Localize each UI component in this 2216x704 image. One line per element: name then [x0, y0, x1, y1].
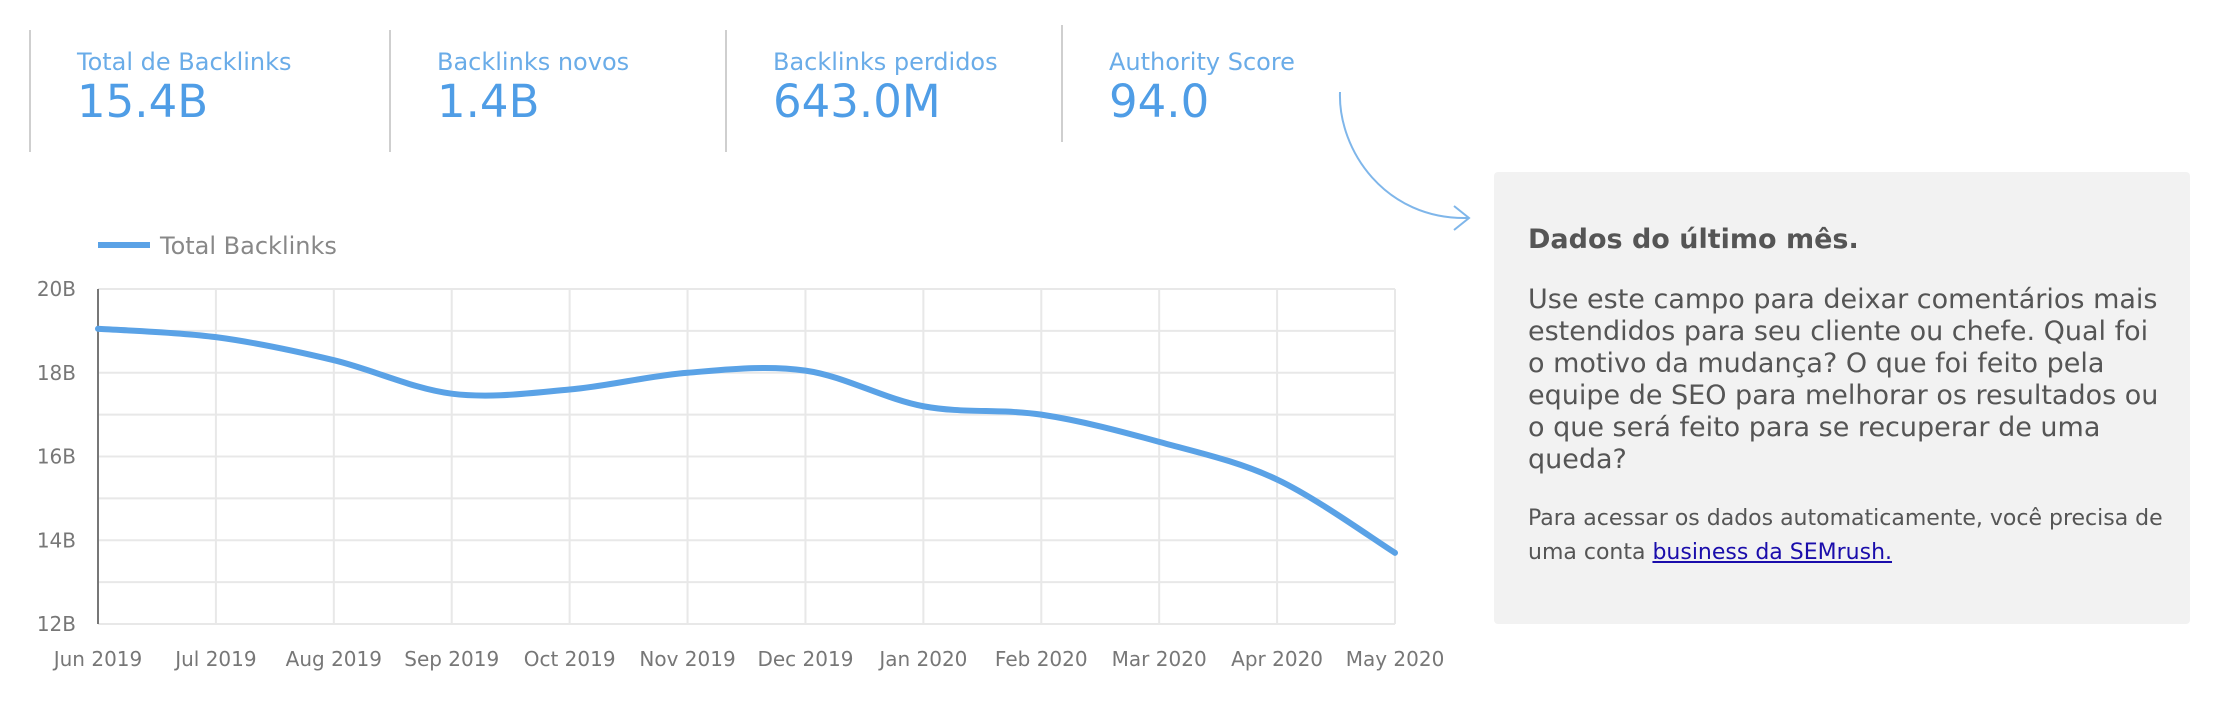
kpi-label: Backlinks novos [437, 48, 630, 76]
kpi-new-backlinks: Backlinks novos 1.4B [389, 30, 725, 152]
series-line-total-backlinks [95, 325, 1398, 556]
chart-series [95, 325, 1398, 556]
x-tick-label: Jun 2019 [52, 647, 143, 671]
note-footer: Para acessar os dados automaticamente, v… [1528, 502, 2166, 570]
kpi-value: 15.4B [77, 75, 209, 128]
kpi-value: 643.0M [773, 75, 941, 128]
chart-axes: 12B 14B 16B 18B 20B Jun 2019 Jul 2019 Aug 2019 S… [37, 277, 1444, 671]
x-tick-label: Oct 2019 [524, 647, 616, 671]
note-title: Dados do último mês. [1528, 224, 1859, 255]
y-tick-label: 18B [37, 361, 76, 385]
kpi-label: Backlinks perdidos [773, 48, 998, 76]
x-tick-label: Mar 2020 [1112, 647, 1207, 671]
y-tick-label: 12B [37, 612, 76, 636]
x-tick-label: Dec 2019 [757, 647, 853, 671]
legend-label: Total Backlinks [159, 232, 337, 260]
x-tick-label: May 2020 [1346, 647, 1445, 671]
x-tick-label: Nov 2019 [639, 647, 735, 671]
kpi-lost-backlinks: Backlinks perdidos 643.0M [725, 30, 1061, 152]
semrush-business-link[interactable]: business da SEMrush. [1652, 540, 1893, 565]
x-tick-label: Apr 2020 [1231, 647, 1323, 671]
backlinks-line-chart: 12B 14B 16B 18B 20B Jun 2019 Jul 2019 Aug 2019 S… [37, 232, 1444, 671]
chart-grid [97, 288, 1396, 625]
kpi-label: Total de Backlinks [77, 48, 292, 76]
comment-panel: Dados do último mês. Use este campo para… [1494, 172, 2190, 624]
kpi-value: 1.4B [437, 75, 540, 128]
x-tick-label: Aug 2019 [286, 647, 382, 671]
x-tick-label: Sep 2019 [404, 647, 499, 671]
kpi-total-backlinks: Total de Backlinks 15.4B [29, 30, 389, 152]
note-body: Use este campo para deixar comentários m… [1528, 284, 2159, 475]
y-tick-label: 16B [37, 445, 76, 469]
note-footer-text: Para acessar os dados automaticamente, v… [1528, 506, 2163, 565]
x-tick-label: Jan 2020 [877, 647, 967, 671]
kpi-label: Authority Score [1109, 48, 1295, 76]
x-tick-label: Jul 2019 [173, 647, 256, 671]
x-tick-label: Feb 2020 [995, 647, 1088, 671]
y-tick-label: 20B [37, 277, 76, 301]
chart-legend: Total Backlinks [98, 232, 337, 260]
kpi-authority-score: Authority Score 94.0 [1061, 25, 1361, 142]
kpi-value: 94.0 [1109, 75, 1210, 128]
y-tick-label: 14B [37, 528, 76, 552]
